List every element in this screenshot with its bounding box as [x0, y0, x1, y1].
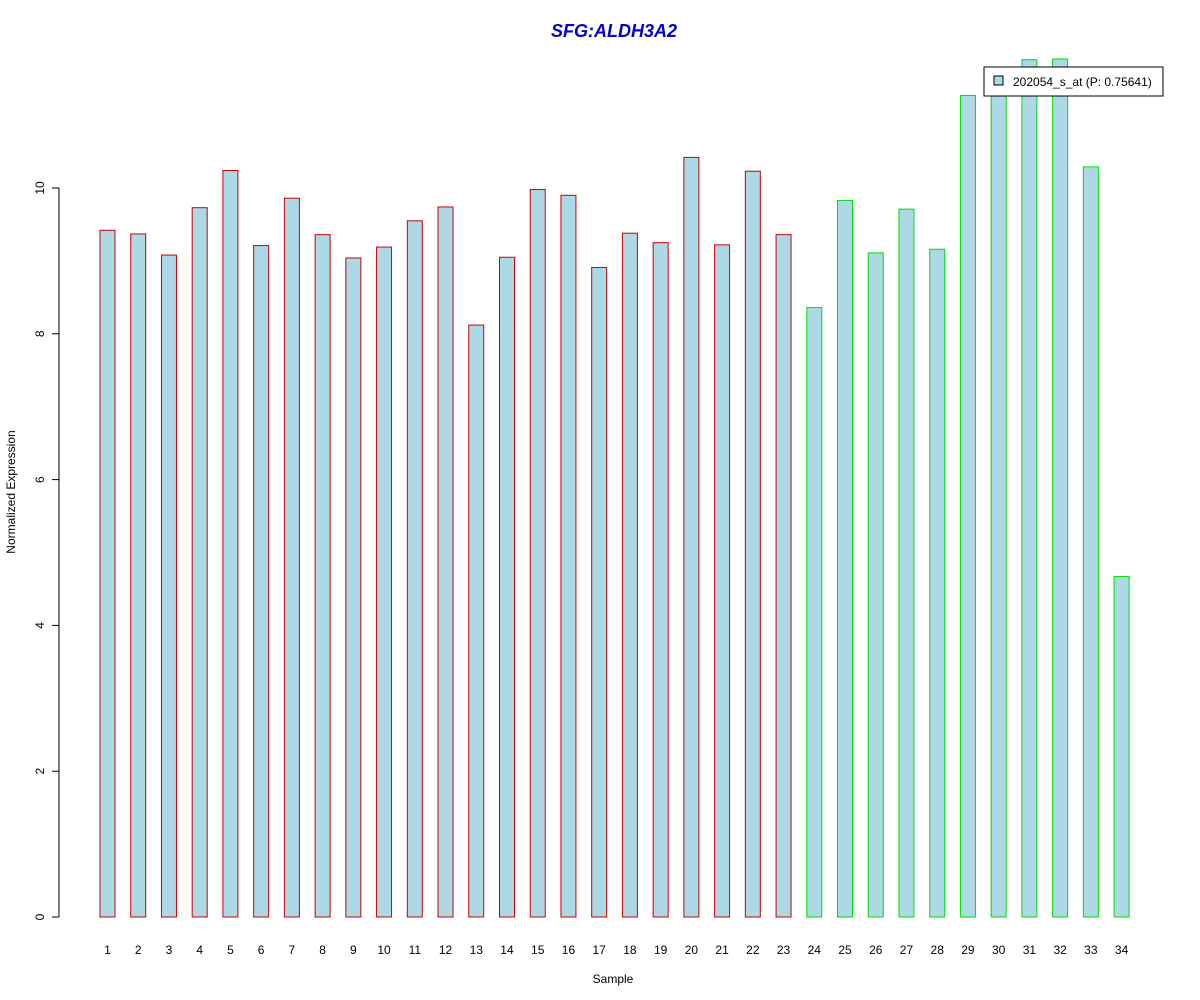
bar — [1021, 59, 1038, 918]
x-tick-label: 24 — [808, 943, 822, 957]
x-tick-label: 6 — [258, 943, 265, 957]
bar — [898, 208, 915, 918]
x-tick-label: 8 — [319, 943, 326, 957]
bar — [591, 266, 608, 918]
x-tick-label: 10 — [377, 943, 391, 957]
x-tick-label: 27 — [900, 943, 914, 957]
x-tick-label: 11 — [409, 943, 422, 957]
bar — [191, 207, 208, 918]
bar — [1052, 58, 1069, 918]
x-tick-label: 30 — [992, 943, 1006, 957]
bar — [806, 307, 823, 918]
bar — [498, 256, 515, 918]
bar — [1113, 576, 1130, 918]
x-tick-label: 26 — [869, 943, 883, 957]
x-tick-label: 29 — [961, 943, 975, 957]
bar — [468, 324, 485, 918]
bar — [867, 252, 884, 918]
bar — [775, 234, 792, 918]
x-tick-label: 20 — [685, 943, 699, 957]
x-tick-label: 23 — [777, 943, 791, 957]
bar — [314, 234, 331, 918]
x-axis-labels: 1 2 3 4 5 6 7 8 9 10 11 12 13 14 15 16 17 18 19 20 21 22 23 24 2… — [104, 943, 1128, 957]
x-tick-label: 22 — [746, 943, 760, 957]
y-axis: 0 2 4 6 8 10 — [33, 181, 60, 920]
bars — [99, 58, 1130, 918]
chart-title: SFG:ALDH3A2 — [551, 21, 677, 41]
y-tick-label: 10 — [33, 181, 47, 195]
y-tick-label: 0 — [33, 913, 47, 920]
bar — [714, 244, 731, 918]
x-tick-label: 12 — [439, 943, 453, 957]
legend-label: 202054_s_at (P: 0.75641) — [1013, 75, 1152, 89]
bar — [345, 257, 362, 918]
x-tick-label: 31 — [1023, 943, 1037, 957]
x-axis-label: Sample — [593, 972, 634, 986]
y-tick-label: 6 — [33, 476, 47, 483]
x-tick-label: 3 — [166, 943, 173, 957]
bar — [744, 170, 761, 918]
y-tick-label: 2 — [33, 768, 47, 775]
x-tick-label: 16 — [562, 943, 576, 957]
x-tick-label: 7 — [289, 943, 296, 957]
x-tick-label: 18 — [623, 943, 637, 957]
x-tick-label: 25 — [838, 943, 852, 957]
bar — [990, 90, 1007, 918]
bar — [529, 188, 546, 918]
x-tick-label: 2 — [135, 943, 142, 957]
bar — [253, 245, 270, 918]
bar — [130, 233, 147, 918]
bar — [652, 242, 669, 918]
bar — [376, 246, 393, 918]
bar — [222, 170, 239, 918]
bar — [406, 220, 423, 918]
x-tick-label: 5 — [227, 943, 234, 957]
x-tick-label: 28 — [931, 943, 945, 957]
x-tick-label: 13 — [470, 943, 484, 957]
bar — [160, 254, 177, 918]
legend-swatch — [993, 75, 1004, 86]
y-tick-label: 4 — [33, 622, 47, 629]
bar — [683, 156, 700, 918]
bar — [621, 232, 638, 918]
x-tick-label: 32 — [1053, 943, 1067, 957]
bar — [99, 229, 116, 918]
x-tick-label: 19 — [654, 943, 668, 957]
bar — [959, 94, 976, 918]
bar — [283, 197, 300, 918]
legend: 202054_s_at (P: 0.75641) — [983, 66, 1164, 97]
x-tick-label: 17 — [593, 943, 607, 957]
x-tick-label: 9 — [350, 943, 357, 957]
x-tick-label: 33 — [1084, 943, 1098, 957]
x-tick-label: 21 — [715, 943, 729, 957]
bar — [837, 199, 854, 918]
x-tick-label: 14 — [500, 943, 514, 957]
x-tick-label: 1 — [104, 943, 111, 957]
bar — [437, 206, 454, 918]
x-tick-label: 4 — [196, 943, 203, 957]
legend-box — [983, 66, 1164, 97]
y-tick-label: 8 — [33, 330, 47, 337]
bar — [560, 194, 577, 918]
y-axis-label: Normalized Expression — [4, 430, 18, 553]
x-tick-label: 15 — [531, 943, 545, 957]
bar — [929, 248, 946, 918]
bar — [1082, 166, 1099, 918]
x-tick-label: 34 — [1115, 943, 1129, 957]
